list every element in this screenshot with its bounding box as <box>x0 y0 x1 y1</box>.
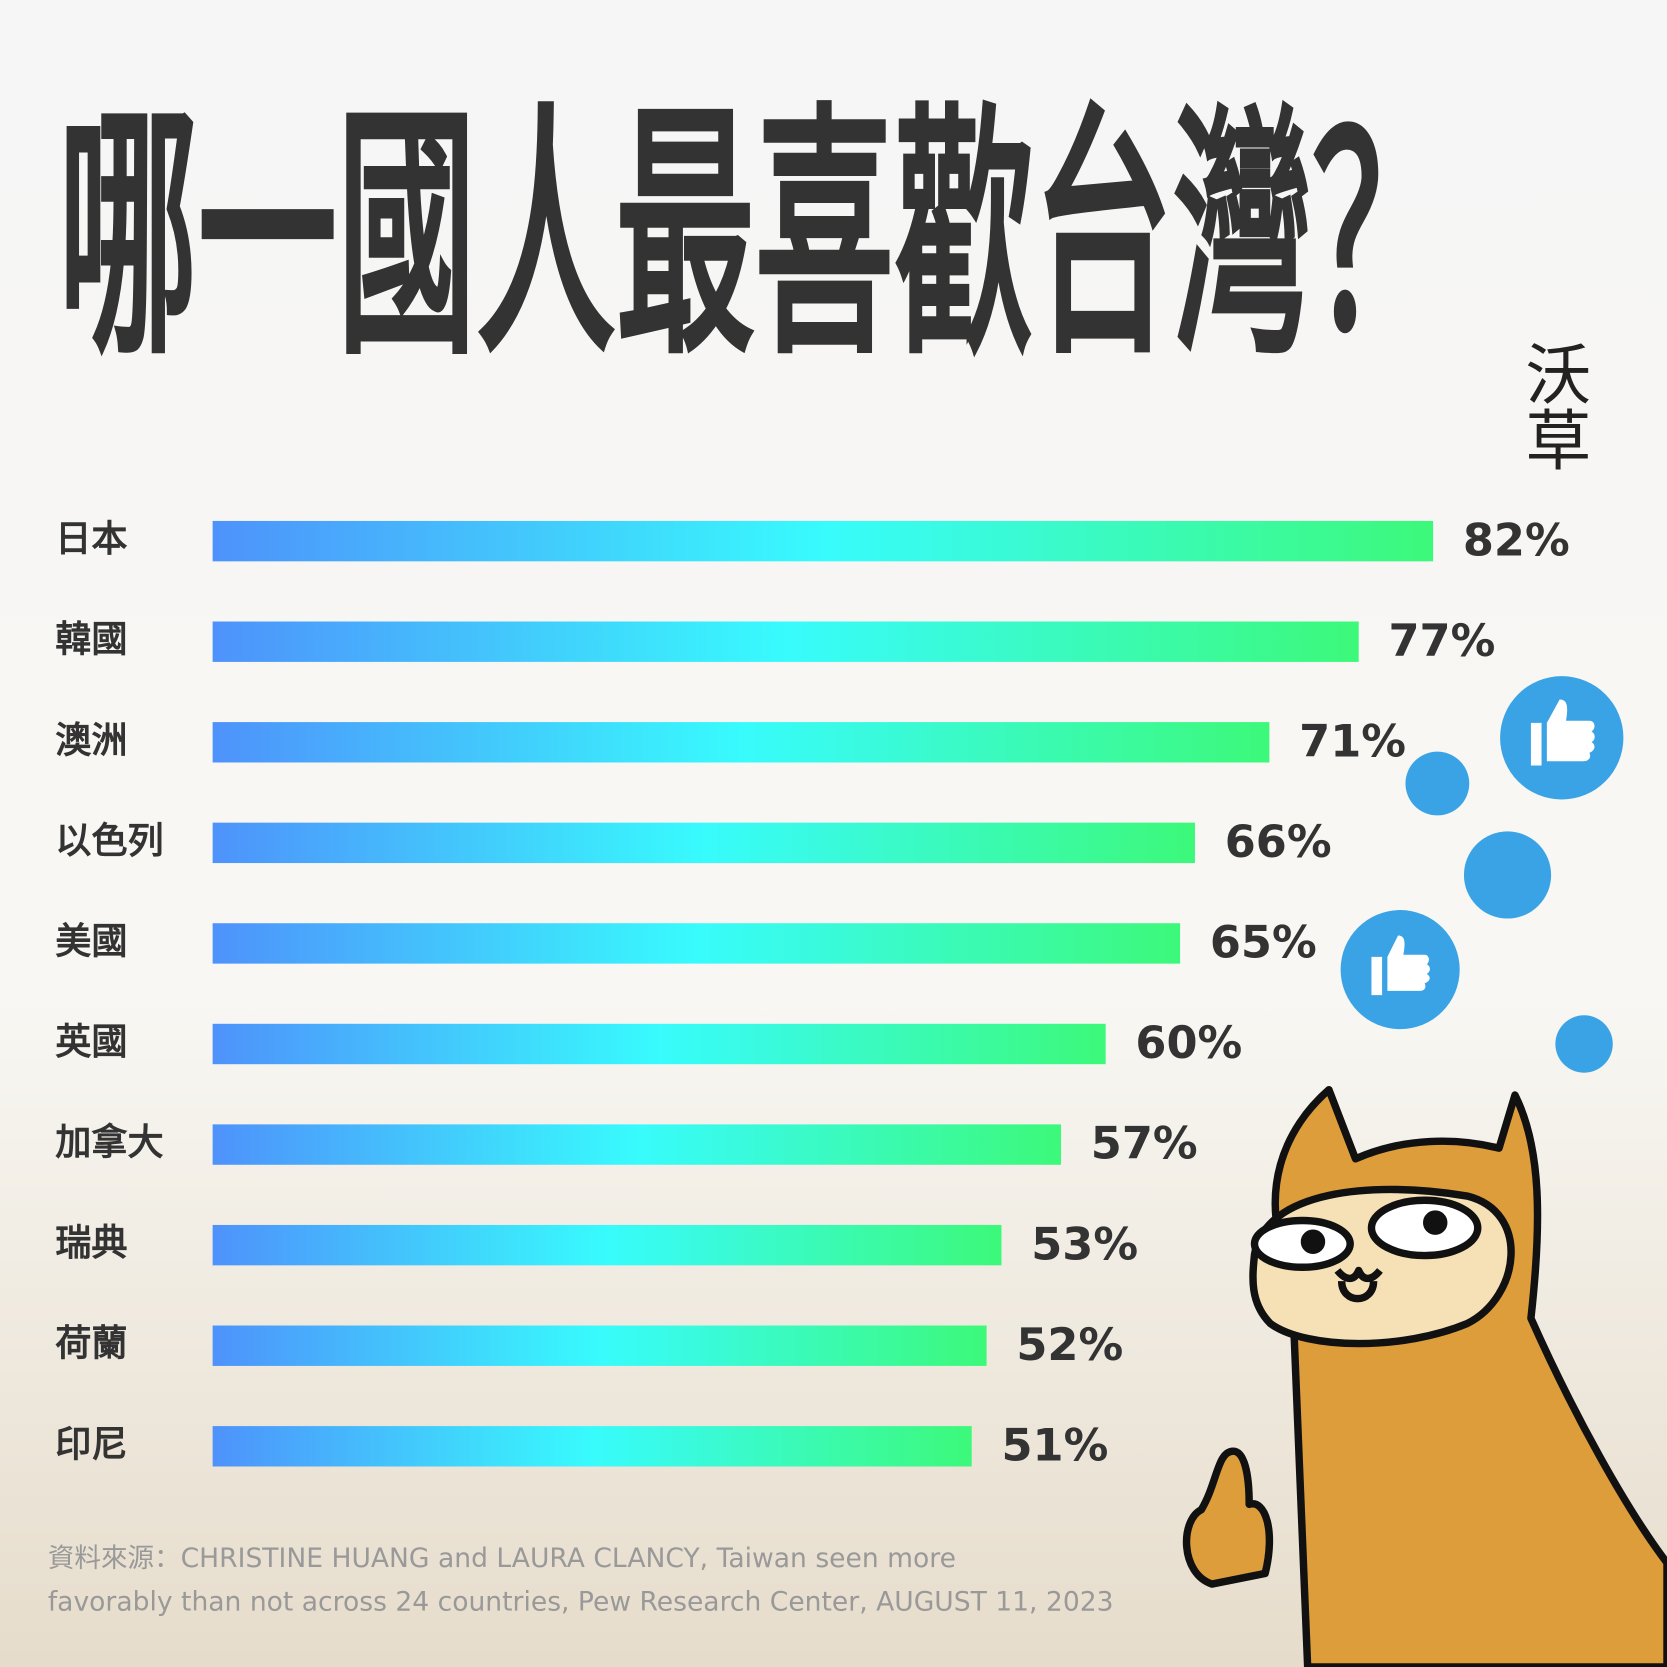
category-label: 印尼 <box>55 1422 127 1465</box>
value-label: 82% <box>1463 514 1570 566</box>
value-label: 57% <box>1091 1118 1198 1170</box>
bar <box>212 923 1181 964</box>
decoration-thumb-icons <box>1371 699 1595 996</box>
bar <box>212 1325 987 1366</box>
category-label: 美國 <box>55 919 127 962</box>
source-line: favorably than not across 24 countries, … <box>48 1587 1114 1618</box>
value-label: 60% <box>1135 1017 1242 1069</box>
category-label: 韓國 <box>55 618 127 661</box>
bar <box>212 520 1434 562</box>
category-label: 澳洲 <box>55 718 127 761</box>
value-label: 65% <box>1210 917 1317 969</box>
logo: 沃草 <box>1514 340 1591 472</box>
value-label: 66% <box>1225 816 1332 868</box>
value-label: 77% <box>1388 615 1495 667</box>
bar <box>212 621 1359 662</box>
bar <box>212 822 1195 864</box>
category-label: 瑞典 <box>55 1221 127 1264</box>
category-label: 以色列 <box>55 819 163 862</box>
value-label: 53% <box>1031 1218 1138 1270</box>
chart-title: 哪一國人最喜歡台灣？ <box>58 81 1451 391</box>
category-label: 日本 <box>55 517 127 560</box>
category-label: 加拿大 <box>55 1121 163 1164</box>
source-line: 資料來源：CHRISTINE HUANG and LAURA CLANCY, T… <box>48 1543 956 1574</box>
bar <box>212 1224 1002 1266</box>
bar <box>212 1124 1062 1165</box>
value-label: 52% <box>1016 1319 1123 1371</box>
category-label: 荷蘭 <box>55 1322 127 1365</box>
bar <box>212 1426 972 1467</box>
bars: 日本 82% 韓國 77% 澳洲 71% 以色列 66% 美國 65% 英國 60% 加拿大 57% 瑞典 5… <box>55 514 1569 1471</box>
value-label: 71% <box>1299 715 1406 767</box>
decoration-cat <box>1182 1085 1667 1667</box>
category-label: 英國 <box>55 1020 127 1063</box>
value-label: 51% <box>1001 1419 1108 1471</box>
bar <box>212 722 1270 763</box>
bar <box>212 1023 1106 1065</box>
